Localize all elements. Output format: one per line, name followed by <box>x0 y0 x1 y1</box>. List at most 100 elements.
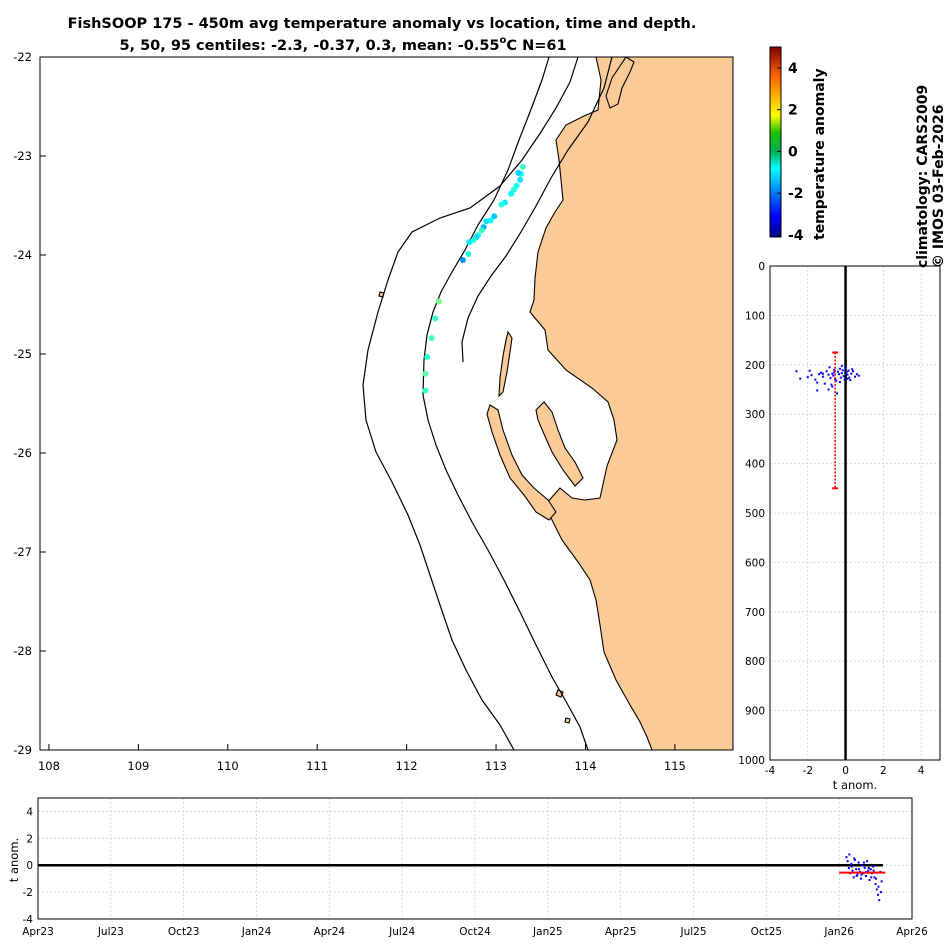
ts-point <box>873 876 876 879</box>
map-xtick-label: 109 <box>127 759 149 773</box>
colorbar-tick-label: -2 <box>788 186 804 202</box>
map-ytick-label: -23 <box>13 149 32 163</box>
map-xtick-label: 111 <box>306 759 328 773</box>
map-point <box>465 251 472 258</box>
depth-ytick-label: 700 <box>745 607 765 619</box>
depth-point <box>816 389 819 392</box>
depth-point <box>818 373 821 376</box>
map-ytick-label: -22 <box>13 50 32 64</box>
depth-ytick-label: 0 <box>758 261 765 273</box>
ts-ytick-label: 2 <box>26 833 33 845</box>
ts-point <box>866 860 869 863</box>
map-point <box>487 217 494 224</box>
ts-ytick-label: -2 <box>23 887 33 899</box>
depth-ytick-label: 400 <box>745 459 765 471</box>
map-axes-box <box>39 56 734 751</box>
map-point <box>459 256 466 263</box>
mainland <box>529 57 733 750</box>
depth-point <box>821 375 824 378</box>
depth-point <box>839 376 842 379</box>
depth-ytick-label: 1000 <box>738 755 765 767</box>
depth-point <box>816 381 819 384</box>
island-west <box>486 404 557 521</box>
ts-point <box>855 874 858 877</box>
ts-xtick-label: Apr23 <box>22 926 54 938</box>
depth-xtick-label: -4 <box>765 765 776 777</box>
ts-xtick-label: Jul25 <box>679 926 706 938</box>
depth-point <box>835 379 838 382</box>
map-y-ticks: -22 -23 -24 -25 -26 -27 -28 -29 <box>13 50 46 757</box>
ts-point <box>847 866 850 869</box>
depth-point <box>850 372 853 375</box>
ts-point <box>874 883 877 886</box>
depth-point <box>855 373 858 376</box>
map-x-ticks: 108 109 110 111 112 113 114 115 <box>38 744 686 773</box>
map-point <box>515 169 522 176</box>
ts-xtick-label: Jul24 <box>388 926 415 938</box>
time-series-axes-box <box>37 797 913 920</box>
depth-point <box>806 376 809 379</box>
map-point <box>491 213 498 220</box>
depth-point <box>821 372 824 375</box>
climatology-label: climatology: CARS2009 <box>915 85 931 268</box>
map-panel: 108 109 110 111 112 113 114 115 -22 -23 -24 -25 -26… <box>13 50 734 773</box>
ts-point <box>853 857 856 860</box>
depth-point <box>840 364 843 367</box>
islet-2 <box>564 717 571 724</box>
depth-point <box>825 370 828 373</box>
ts-point <box>848 853 851 856</box>
ts-point <box>855 868 858 871</box>
depth-point <box>857 374 860 377</box>
time-series-grid <box>37 798 913 920</box>
depth-axes-box <box>769 265 941 761</box>
depth-panel: -4 -2 0 2 4 0 100 200 300 400 500 600 700 800 900 1000… <box>738 261 941 792</box>
map-xtick-label: 108 <box>38 759 60 773</box>
ts-point <box>880 880 883 883</box>
map-ytick-label: -25 <box>13 347 32 361</box>
title-line-1: FishSOOP 175 - 450m avg temperature anom… <box>68 16 697 32</box>
ts-point <box>861 864 864 867</box>
colorbar-gradient <box>769 46 782 238</box>
depth-point <box>849 379 852 382</box>
ts-xtick-label: Apr24 <box>314 926 346 938</box>
depth-point <box>808 369 811 372</box>
time-series-x-ticks: Apr23 Jul23 Oct23 Jan24 Apr24 Jul24 Oct24 Jan25… <box>22 926 928 938</box>
depth-point <box>840 372 843 375</box>
depth-point <box>837 373 840 376</box>
ts-point <box>872 869 875 872</box>
map-geography <box>362 57 733 750</box>
map-point <box>435 298 442 305</box>
depth-point <box>847 369 850 372</box>
map-ytick-label: -26 <box>13 446 32 460</box>
depth-y-ticks: 0 100 200 300 400 500 600 700 800 900 1000 <box>738 261 765 767</box>
depth-point <box>795 370 798 373</box>
peninsula-middle <box>535 401 584 487</box>
map-point <box>498 201 505 208</box>
colorbar-tick-label: 0 <box>788 144 798 160</box>
ts-xtick-label: Apr26 <box>896 926 928 938</box>
map-points <box>422 163 526 394</box>
depth-point <box>823 382 826 385</box>
depth-ytick-label: 200 <box>745 360 765 372</box>
ts-point <box>846 860 849 863</box>
depth-point <box>848 376 851 379</box>
map-ytick-label: -24 <box>13 248 32 262</box>
contour-shelf <box>461 57 613 363</box>
depth-point <box>854 375 856 378</box>
map-xtick-label: 112 <box>396 759 418 773</box>
ts-point <box>875 877 878 880</box>
depth-point <box>810 374 813 377</box>
map-point <box>519 163 526 170</box>
ts-point <box>867 866 870 869</box>
ts-point <box>857 861 860 864</box>
ts-point <box>869 868 872 871</box>
ts-point <box>856 873 859 876</box>
depth-point <box>844 366 847 369</box>
ts-point <box>860 873 863 876</box>
depth-grid <box>769 265 940 761</box>
map-point <box>428 335 435 342</box>
ts-xtick-label: Jan26 <box>823 926 854 938</box>
islet-1 <box>555 689 564 698</box>
ts-point <box>870 876 873 879</box>
depth-ytick-label: 500 <box>745 508 765 520</box>
